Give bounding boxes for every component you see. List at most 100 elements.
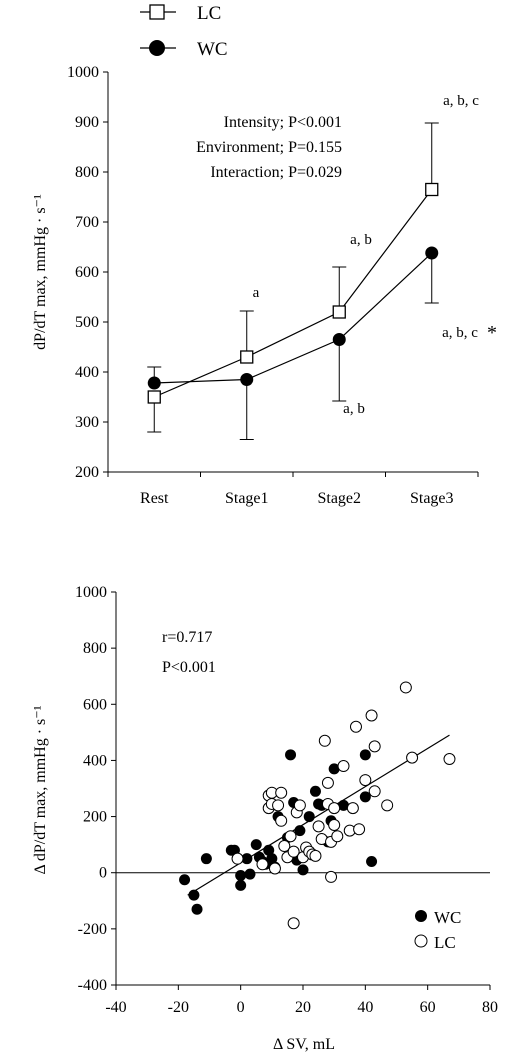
point-wc: [338, 799, 350, 811]
line-chart: LC WC 200 300 400 500 600 700 800 900 1000 Rest St…: [32, 3, 497, 507]
y-tick-label-bottom: 600: [83, 696, 107, 713]
stat-p: P<0.001: [162, 659, 216, 676]
point-wc: [179, 874, 191, 886]
point-wc: [285, 749, 297, 761]
point-wc: [147, 376, 161, 390]
x-tick-label-bottom: 60: [420, 999, 436, 1016]
legend-lc-label-bottom: LC: [434, 933, 456, 952]
point-lc: [275, 786, 288, 799]
point-lc: [293, 799, 306, 812]
point-lc: [284, 830, 297, 843]
point-lc: [353, 823, 366, 836]
point-lc: [368, 740, 381, 753]
x-axis-label-bottom: Δ SV, mL: [273, 1036, 335, 1053]
point-wc: [188, 889, 200, 901]
point-wc: [240, 373, 254, 386]
point-lc: [425, 182, 439, 197]
markers-top: [147, 182, 439, 404]
y-tick-label-bottom: 1000: [75, 584, 107, 601]
y-tick-label-top: 1000: [67, 64, 99, 81]
legend-lc-label: LC: [197, 3, 221, 24]
regression-line: [187, 734, 450, 896]
point-lc: [278, 840, 291, 853]
point-lc: [349, 720, 362, 733]
point-lc: [256, 858, 269, 871]
annot-stage2-wc: a, b: [343, 401, 365, 417]
point-wc: [366, 855, 378, 867]
stat-r: r=0.717: [162, 629, 212, 646]
point-lc: [312, 820, 325, 833]
regression-line-segment: [187, 734, 450, 896]
point-lc: [406, 751, 419, 764]
stat-interaction: Interaction; P=0.029: [210, 164, 342, 181]
point-lc: [325, 870, 338, 883]
x-tick-label-top: Stage1: [225, 490, 269, 507]
point-wc: [191, 903, 203, 915]
legend-top: LC WC: [140, 3, 228, 60]
y-tick-label-top: 400: [75, 364, 99, 381]
y-tick-label-bottom: 0: [99, 865, 107, 882]
y-tick-label-bottom: -200: [78, 921, 107, 938]
x-tick-label-bottom: 80: [482, 999, 498, 1016]
annot-stage2-lc: a, b: [350, 232, 372, 248]
x-tick-label-bottom: -20: [168, 999, 189, 1016]
point-wc: [303, 811, 315, 823]
point-wc: [263, 844, 275, 856]
x-tick-label-bottom: 0: [237, 999, 245, 1016]
y-tick-label-bottom: 200: [83, 809, 107, 826]
point-wc: [244, 868, 256, 880]
point-wc: [235, 879, 247, 891]
y-axis-label-top: dP/dT max, mmHg · s⁻¹: [32, 194, 49, 350]
point-lc: [331, 830, 344, 843]
stats-text-top: Intensity; P<0.001 Environment; P=0.155 …: [196, 114, 342, 181]
legend-lc-marker: [149, 4, 165, 20]
point-lc: [309, 849, 322, 862]
point-lc: [359, 774, 372, 787]
annot-stage3-wc-star: *: [487, 322, 497, 344]
x-tick-label-top: Stage3: [410, 490, 454, 507]
point-wc: [241, 853, 253, 865]
point-lc: [275, 814, 288, 827]
stat-intensity: Intensity; P<0.001: [224, 114, 342, 131]
point-lc: [287, 917, 300, 930]
y-tick-label-top: 800: [75, 164, 99, 181]
legend-bottom: WC LC: [414, 908, 461, 952]
point-lc: [381, 799, 394, 812]
point-wc: [200, 853, 212, 865]
point-lc: [399, 681, 412, 694]
x-tick-label-bottom: -40: [105, 999, 126, 1016]
point-wc: [309, 785, 321, 797]
point-wc: [328, 763, 340, 775]
point-wc: [294, 825, 306, 837]
point-lc: [332, 305, 346, 319]
legend-wc-marker: [149, 40, 165, 56]
point-lc: [268, 862, 281, 875]
line-lc: [154, 189, 433, 398]
point-lc: [365, 709, 378, 722]
point-lc: [328, 818, 341, 831]
point-lc: [328, 802, 341, 815]
point-lc: [147, 390, 161, 404]
scatter-points: [179, 681, 456, 930]
stats-text-bottom: r=0.717 P<0.001: [162, 629, 216, 676]
point-wc: [266, 853, 278, 865]
point-wc: [332, 333, 346, 346]
y-tick-label-top: 500: [75, 314, 99, 331]
y-tick-label-bottom: -400: [78, 977, 107, 994]
y-tick-label-top: 700: [75, 214, 99, 231]
legend-lc-marker-bottom: [414, 934, 428, 948]
y-tick-label-top: 900: [75, 114, 99, 131]
y-tick-label-bottom: 800: [83, 640, 107, 657]
y-axis-label-bottom: Δ dP/dT max, mmHg · s⁻¹: [32, 705, 49, 874]
annot-stage1-lc: a: [253, 285, 260, 301]
point-lc: [231, 852, 244, 865]
point-lc: [321, 776, 334, 789]
stat-environment: Environment; P=0.155: [196, 139, 342, 156]
annot-stage3-lc: a, b, c: [443, 93, 479, 109]
point-lc: [287, 845, 300, 858]
legend-wc-label: WC: [197, 39, 228, 60]
point-lc: [337, 760, 350, 773]
